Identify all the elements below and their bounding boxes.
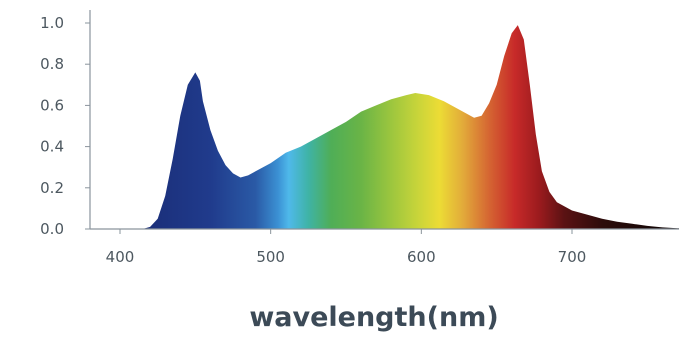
y-tick-label: 0.8 (40, 55, 64, 73)
y-axis-ticks: 0.0 0.2 0.4 0.6 0.8 1.0 (40, 14, 90, 238)
y-tick-label: 0.6 (40, 96, 64, 114)
y-tick-label: 0.4 (40, 138, 64, 156)
y-tick-label: 0.0 (40, 220, 64, 238)
x-tick-label: 700 (558, 248, 587, 266)
y-tick-label: 0.2 (40, 179, 64, 197)
x-tick-label: 500 (256, 248, 285, 266)
y-tick-label: 1.0 (40, 14, 64, 32)
x-axis-label: wavelength(nm) (249, 302, 498, 333)
x-axis-ticks: 400 500 600 700 (106, 229, 587, 266)
x-tick-label: 400 (106, 248, 135, 266)
spectrum-area (120, 25, 679, 229)
x-tick-label: 600 (407, 248, 436, 266)
